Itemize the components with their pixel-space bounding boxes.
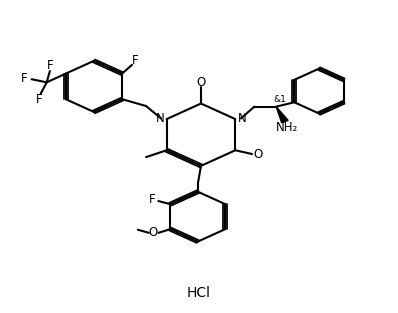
- Text: HCl: HCl: [187, 286, 211, 300]
- Text: F: F: [36, 93, 43, 106]
- Text: F: F: [132, 54, 139, 67]
- Text: O: O: [196, 76, 206, 89]
- Text: &1: &1: [273, 95, 286, 104]
- Text: O: O: [254, 148, 263, 162]
- Text: F: F: [149, 193, 155, 206]
- Text: F: F: [47, 59, 53, 72]
- Text: F: F: [21, 72, 28, 85]
- Polygon shape: [276, 107, 288, 123]
- Text: O: O: [148, 226, 158, 239]
- Text: N: N: [238, 112, 246, 125]
- Text: NH₂: NH₂: [276, 121, 298, 134]
- Text: N: N: [156, 112, 164, 125]
